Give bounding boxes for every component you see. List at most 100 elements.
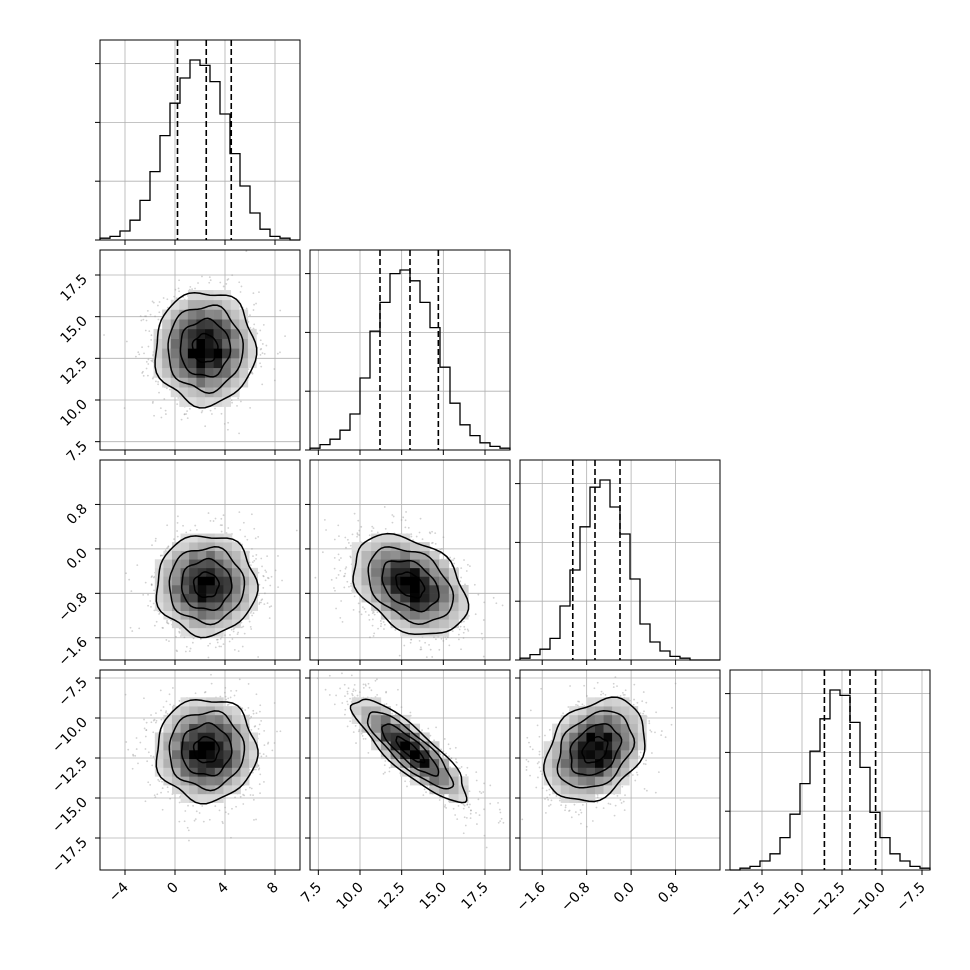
scatter-point	[138, 627, 141, 630]
scatter-point	[159, 554, 162, 557]
scatter-point	[170, 619, 172, 622]
scatter-point	[150, 584, 153, 587]
scatter-point	[131, 630, 134, 632]
scatter-point	[263, 352, 266, 355]
scatter-point	[383, 506, 386, 508]
scatter-point	[453, 557, 456, 560]
scatter-point	[151, 402, 154, 404]
scatter-point	[147, 358, 150, 361]
scatter-point	[194, 818, 197, 821]
scatter-point	[380, 625, 382, 628]
scatter-point	[204, 425, 207, 428]
density-cell	[239, 358, 249, 369]
scatter-point	[257, 594, 260, 597]
scatter-point	[261, 352, 264, 355]
scatter-point	[434, 532, 437, 534]
density-cell	[213, 309, 223, 320]
density-cell	[153, 338, 163, 349]
scatter-point	[254, 537, 257, 540]
scatter-point	[373, 613, 376, 616]
scatter-point	[384, 527, 387, 530]
scatter-point	[214, 517, 217, 520]
scatter-point	[149, 600, 152, 602]
scatter-point	[482, 655, 485, 658]
density-cell	[247, 338, 257, 349]
density-cell	[230, 328, 240, 339]
scatter-point	[219, 524, 222, 527]
scatter-point	[251, 614, 254, 617]
scatter-point	[218, 645, 221, 648]
scatter-point	[243, 632, 246, 635]
scatter-point	[147, 593, 149, 596]
density-cell	[247, 348, 257, 359]
scatter-point	[267, 577, 270, 580]
scatter-point	[207, 512, 210, 514]
scatter-point	[200, 411, 203, 414]
scatter-point	[142, 593, 145, 596]
scatter-point	[259, 348, 262, 351]
scatter-point	[158, 391, 160, 394]
scatter-point	[220, 412, 223, 415]
density-cell	[170, 377, 180, 388]
scatter-point	[123, 407, 126, 409]
density-cell	[187, 328, 197, 339]
scatter-point	[154, 315, 156, 318]
scatter-point	[442, 640, 445, 642]
scatter-point	[481, 638, 484, 640]
scatter-point	[307, 587, 309, 589]
scatter-point	[273, 379, 276, 382]
scatter-point	[141, 346, 143, 349]
scatter-point	[241, 645, 244, 648]
scatter-point	[258, 291, 260, 294]
scatter-point	[152, 400, 154, 403]
scatter-point	[201, 275, 203, 278]
scatter-point	[153, 624, 156, 627]
scatter-point	[429, 648, 432, 651]
scatter-point	[321, 551, 324, 554]
density-cell	[153, 348, 163, 359]
scatter-point	[266, 602, 269, 605]
scatter-point	[462, 637, 465, 639]
scatter-point	[155, 620, 158, 623]
density-cell	[179, 396, 189, 407]
scatter-point	[251, 371, 253, 374]
scatter-point	[146, 760, 149, 763]
scatter-point	[209, 519, 212, 522]
density-cell	[247, 328, 257, 339]
density-cell	[196, 299, 206, 310]
scatter-point	[224, 695, 227, 698]
scatter-point	[458, 638, 460, 641]
scatter-point	[261, 598, 264, 601]
scatter-point	[380, 622, 383, 625]
scatter-point	[240, 626, 243, 629]
histogram-panel-1	[305, 249, 511, 455]
scatter-point	[252, 612, 255, 615]
scatter-panel-content	[100, 250, 300, 450]
scatter-point	[186, 417, 189, 420]
scatter-point	[238, 432, 240, 435]
scatter-point	[182, 524, 184, 527]
scatter-point	[430, 542, 433, 545]
scatter-panel-3-0	[95, 669, 301, 875]
density-cell	[196, 387, 206, 398]
scatter-point	[174, 288, 177, 291]
scatter-point	[270, 575, 273, 578]
scatter-point	[178, 290, 181, 293]
scatter-point	[404, 526, 407, 529]
scatter-point	[161, 626, 164, 629]
scatter-point	[153, 589, 155, 592]
scatter-point	[248, 620, 251, 623]
scatter-point	[265, 344, 268, 347]
scatter-point	[333, 587, 335, 589]
scatter-point	[439, 548, 442, 551]
scatter-point	[144, 581, 147, 584]
scatter-point	[368, 534, 371, 537]
scatter-point	[428, 531, 431, 534]
scatter-point	[460, 576, 463, 579]
scatter-point	[131, 767, 134, 770]
scatter-point	[208, 818, 211, 821]
scatter-point	[176, 535, 179, 538]
scatter-point	[161, 554, 164, 557]
scatter-point	[255, 558, 257, 560]
scatter-point	[155, 380, 157, 383]
